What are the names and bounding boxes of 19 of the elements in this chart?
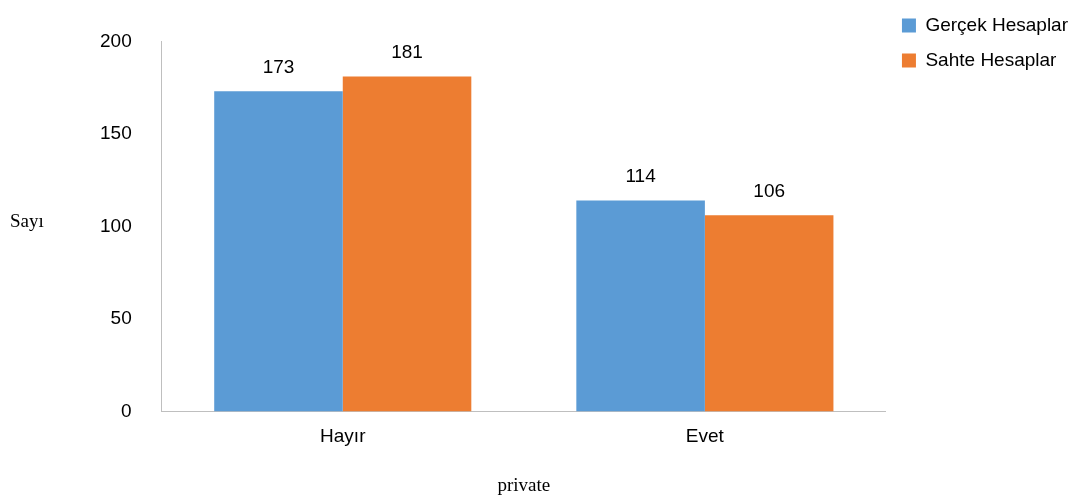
bar xyxy=(342,76,472,412)
data-label: 173 xyxy=(262,56,295,78)
y-axis-title: Sayı xyxy=(10,209,44,231)
legend-label: Sahte Hesaplar xyxy=(925,48,1058,70)
bar xyxy=(704,215,834,412)
data-label: 106 xyxy=(753,180,786,202)
data-label: 181 xyxy=(391,41,423,63)
bar xyxy=(576,200,705,412)
y-tick-label: 200 xyxy=(100,29,132,51)
y-tick-label: 100 xyxy=(100,214,132,236)
x-axis-title: private xyxy=(497,473,551,495)
bar xyxy=(214,91,343,412)
x-tick-label: Hayır xyxy=(320,425,367,447)
x-tick-label: Evet xyxy=(685,425,725,447)
data-label: 114 xyxy=(625,165,657,187)
legend-label: Gerçek Hesaplar xyxy=(925,13,1069,35)
y-tick-label: 0 xyxy=(121,399,132,421)
y-tick-label: 50 xyxy=(110,307,132,329)
y-tick-label: 150 xyxy=(100,122,132,144)
